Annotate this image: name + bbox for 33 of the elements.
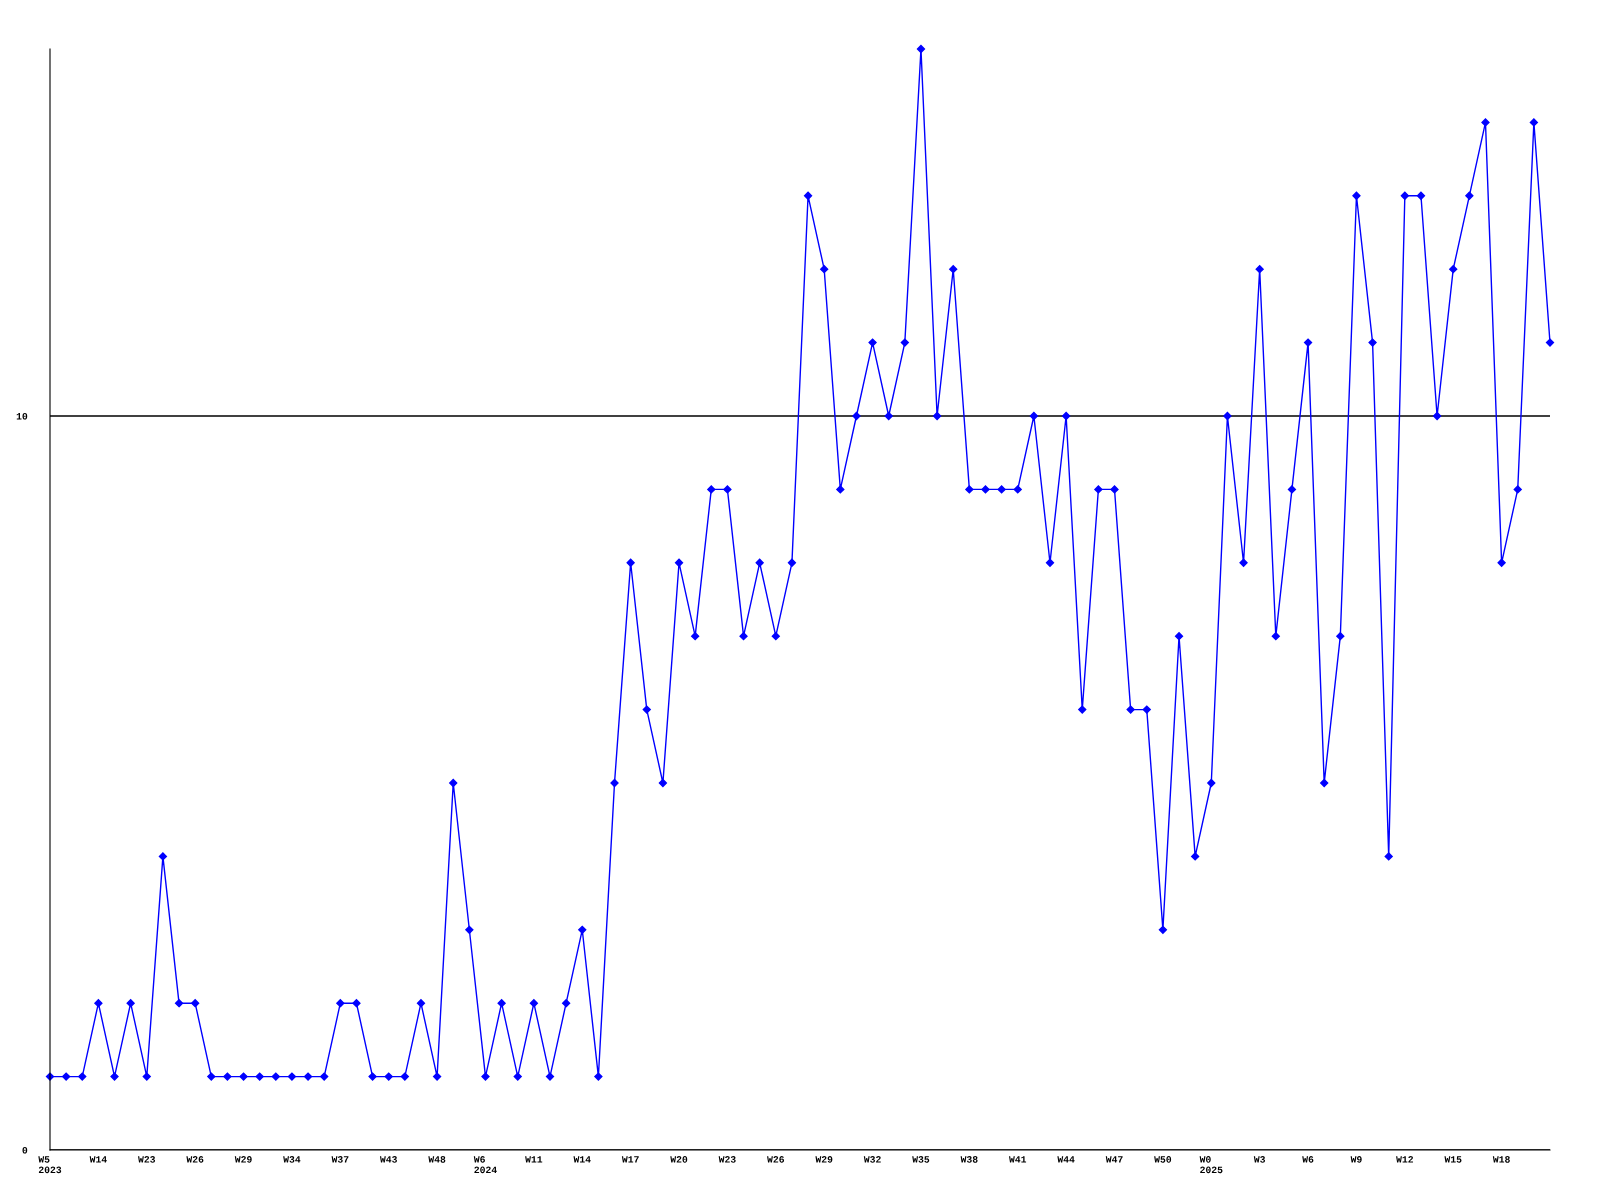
x-tick-label: W11 <box>525 1156 543 1163</box>
x-tick-label: W43 <box>379 1156 397 1163</box>
x-tick-label: W6 <box>1302 1156 1314 1163</box>
x-tick-label: W12 <box>1396 1156 1414 1163</box>
x-tick-label: W23 <box>138 1156 156 1163</box>
x-tick-label: W14 <box>573 1156 591 1163</box>
x-tick-label: W0 2025 <box>1199 1156 1223 1174</box>
x-tick-label: W38 <box>960 1156 978 1163</box>
x-tick-label: W20 <box>670 1156 688 1163</box>
x-tick-label: W35 <box>912 1156 930 1163</box>
x-tick-label: W41 <box>1008 1156 1027 1163</box>
x-tick-label: W5 2023 <box>38 1156 62 1174</box>
x-tick-label: W26 <box>767 1156 785 1163</box>
x-tick-label: W23 <box>718 1156 736 1163</box>
x-tick-label: W17 <box>621 1156 639 1163</box>
x-tick-label: W18 <box>1492 1156 1510 1163</box>
x-tick-label: W29 <box>234 1156 252 1163</box>
x-tick-label: W15 <box>1444 1156 1462 1163</box>
x-tick-label: W6 2024 <box>473 1156 497 1174</box>
x-tick-label: W14 <box>89 1156 107 1163</box>
x-tick-label: W44 <box>1057 1156 1075 1163</box>
x-tick-label: W9 <box>1350 1156 1362 1163</box>
x-tick-label: W50 <box>1154 1156 1172 1163</box>
y-tick-label: 0 <box>22 1147 28 1154</box>
x-tick-label: W29 <box>815 1156 833 1163</box>
x-tick-label: W48 <box>428 1156 446 1163</box>
x-tick-label: W26 <box>186 1156 204 1163</box>
x-tick-label: W32 <box>863 1156 881 1163</box>
x-tick-label: W37 <box>331 1156 349 1163</box>
x-tick-label: W3 <box>1253 1156 1266 1163</box>
y-tick-label: 10 <box>16 413 28 420</box>
x-tick-label: W47 <box>1105 1156 1123 1163</box>
x-tick-label: W34 <box>283 1156 301 1163</box>
